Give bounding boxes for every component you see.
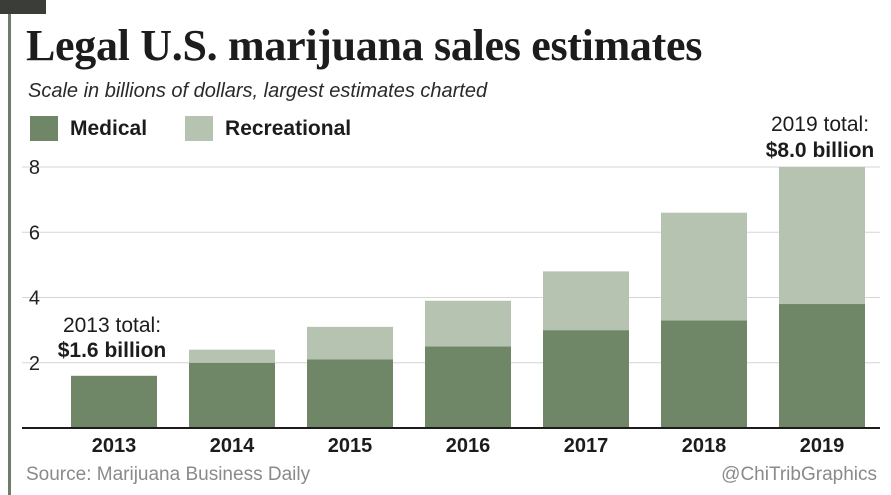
bar-medical-2016 bbox=[425, 346, 511, 428]
x-tick-label-2017: 2017 bbox=[564, 435, 609, 457]
x-tick-label-2016: 2016 bbox=[446, 435, 491, 457]
annotation-2019-value: $8.0 billion bbox=[766, 139, 875, 162]
axes: 2 4 6 8 2013 2014 2015 2016 2017 2018 2019 bbox=[22, 157, 880, 457]
x-tick-label-2018: 2018 bbox=[682, 435, 727, 457]
annotation-2019-label: 2019 total: bbox=[771, 113, 869, 136]
y-tick-label-4: 4 bbox=[29, 288, 40, 310]
bar-medical-2017 bbox=[543, 330, 629, 428]
bar-medical-2013 bbox=[71, 375, 157, 428]
left-accent-rule bbox=[8, 14, 11, 495]
chart-title: Legal U.S. marijuana sales estimates bbox=[26, 21, 703, 70]
bars bbox=[71, 167, 865, 428]
bar-medical-2018 bbox=[661, 320, 747, 428]
y-tick-label-6: 6 bbox=[29, 222, 40, 244]
legend-item-recreational: Recreational bbox=[185, 116, 351, 141]
legend: Medical Recreational bbox=[30, 116, 389, 141]
bar-medical-2019 bbox=[779, 304, 865, 428]
legend-item-medical: Medical bbox=[30, 116, 147, 141]
bar-recreational-2015 bbox=[307, 326, 393, 360]
annotation-2013-label: 2013 total: bbox=[63, 314, 161, 337]
annotation-2013-value: $1.6 billion bbox=[58, 339, 167, 362]
bar-recreational-2018 bbox=[661, 212, 747, 321]
annotations: 2013 total: $1.6 billion 2019 total: $8.… bbox=[58, 113, 875, 362]
legend-swatch-medical bbox=[30, 116, 58, 141]
bar-recreational-2019 bbox=[779, 167, 865, 305]
bar-medical-2014 bbox=[189, 362, 275, 428]
bar-recreational-2014 bbox=[189, 349, 275, 363]
legend-label-recreational: Recreational bbox=[225, 116, 352, 140]
corner-mark bbox=[0, 0, 46, 14]
bar-recreational-2017 bbox=[543, 271, 629, 331]
x-tick-label-2014: 2014 bbox=[210, 435, 255, 457]
y-tick-label-8: 8 bbox=[29, 157, 40, 179]
source-note: Source: Marijuana Business Daily bbox=[26, 464, 311, 485]
x-tick-label-2015: 2015 bbox=[328, 435, 373, 457]
bar-medical-2015 bbox=[307, 359, 393, 428]
y-tick-label-2: 2 bbox=[29, 353, 40, 375]
bar-recreational-2016 bbox=[425, 300, 511, 347]
x-tick-label-2019: 2019 bbox=[800, 435, 845, 457]
legend-label-medical: Medical bbox=[70, 116, 148, 140]
chart-subtitle: Scale in billions of dollars, largest es… bbox=[28, 80, 488, 102]
graphics-credit: @ChiTribGraphics bbox=[721, 464, 877, 485]
x-tick-label-2013: 2013 bbox=[92, 435, 137, 457]
legend-swatch-recreational bbox=[185, 116, 214, 141]
